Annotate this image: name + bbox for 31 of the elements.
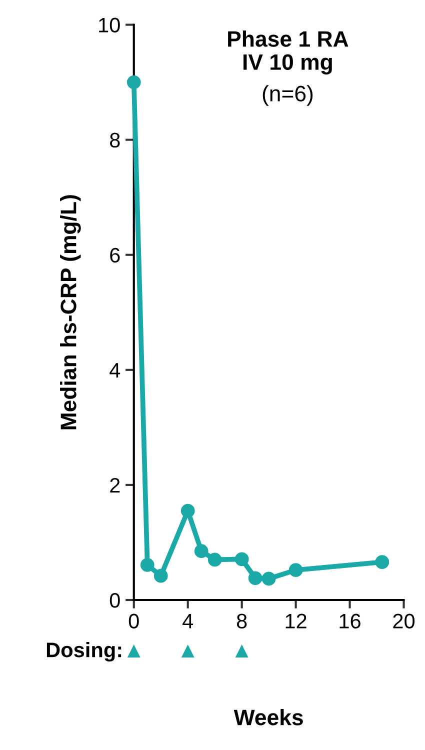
point [234, 552, 249, 566]
point [154, 568, 168, 583]
y-tick-label: 6 [110, 248, 120, 263]
y-tick-label: 4 [110, 363, 120, 378]
x-tick-label: 0 [128, 614, 139, 628]
x-tick-label: 16 [340, 614, 360, 628]
x-tick-label: 20 [393, 614, 415, 628]
point [140, 558, 154, 572]
point [288, 563, 303, 578]
x-tick-label: 8 [236, 614, 247, 628]
point [126, 75, 141, 90]
text: ▲ [127, 644, 140, 658]
y-tick-label: 8 [110, 132, 120, 148]
point [375, 555, 390, 569]
y-tick-label: 0 [110, 593, 120, 608]
point [262, 572, 276, 586]
y-tick-label: 2 [110, 478, 120, 492]
text: Phase 1 RA IV 10 mg [228, 30, 348, 74]
text: ▲ [181, 644, 194, 658]
y-tick-label: 10 [99, 18, 120, 33]
x-axis-title: Weeks [234, 709, 303, 726]
point [180, 504, 195, 518]
x-tick-label: 12 [286, 614, 306, 628]
x-tick-label: 4 [182, 614, 194, 628]
text: (n=6) [262, 85, 313, 106]
y-axis-title: Median hs-CRP (mg/L) [60, 195, 81, 430]
point [208, 552, 222, 567]
point [248, 571, 262, 586]
text: Dosing: [46, 642, 122, 662]
point [194, 544, 208, 558]
text: ▲ [235, 644, 248, 658]
